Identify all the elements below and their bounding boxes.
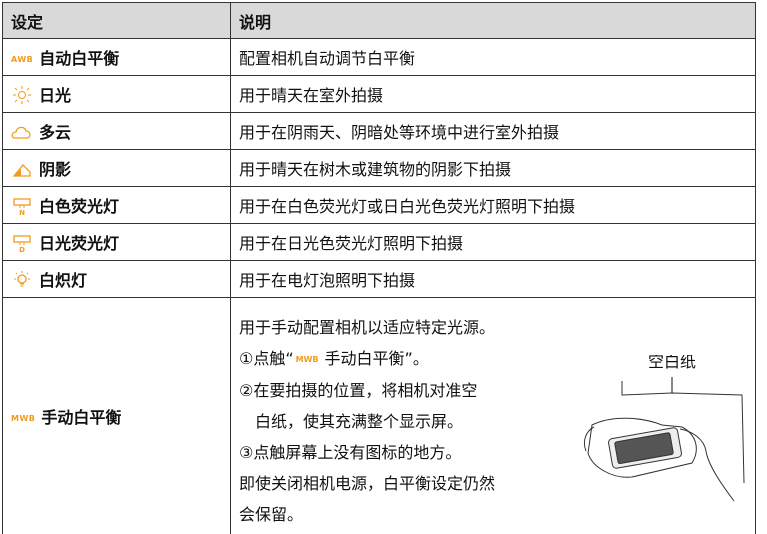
description: 用于手动配置相机以适应特定光源。 ①点触“ MWB 手动白平衡”。 ②在要拍摄的位置，将… [239, 312, 495, 530]
description-cell: 用于在日光色荧光灯照明下拍摄 [230, 223, 756, 261]
description-cell: 用于晴天在树木或建筑物的阴影下拍摄 [230, 149, 756, 187]
mode-icon: D [13, 235, 31, 252]
setting-name: 日光荧光灯 [39, 234, 120, 253]
mode-icon-label: AWB [11, 55, 34, 64]
row: N 白色荧光灯 用于在白色荧光灯或日白光色荧光灯照明下拍摄 [2, 186, 756, 224]
description-line: 即使关闭相机电源，白平衡设定仍然 [239, 468, 495, 499]
setting-name: 白色荧光灯 [39, 197, 120, 216]
setting-cell: 日光 [2, 75, 231, 113]
setting-name: 阴影 [39, 160, 72, 179]
header-cell: 说明 [230, 2, 756, 39]
row: AWB 自动白平衡 配置相机自动调节白平衡 [2, 38, 756, 76]
text-run: ①点触“ [239, 349, 294, 368]
text-run: ③点触屏幕上没有图标的地方。 [239, 443, 462, 462]
text-run: 会保留。 [239, 505, 304, 524]
illustration: 空白纸 [583, 355, 745, 502]
row: D 日光荧光灯 用于在日光色荧光灯照明下拍摄 [2, 223, 756, 261]
setting-name: 自动白平衡 [39, 49, 120, 68]
setting-cell: MWB 手动白平衡 [2, 297, 231, 534]
description-line: 会保留。 [239, 499, 495, 530]
illustration-label: 空白纸 [648, 355, 696, 371]
description-line: 用于手动配置相机以适应特定光源。 [239, 312, 495, 343]
description-cell: 配置相机自动调节白平衡 [230, 38, 756, 76]
description-line: ③点触屏幕上没有图标的地方。 [239, 437, 495, 468]
text-run: 用于手动配置相机以适应特定光源。 [239, 318, 496, 337]
mode-icon [11, 126, 31, 139]
inline-icon-label: MWB [295, 355, 319, 364]
text-run: 手动白平衡”。 [324, 349, 429, 368]
text-run: ②在要拍摄的位置，将相机对准空 [239, 381, 478, 400]
description-line: ①点触“ MWB 手动白平衡”。 [239, 343, 495, 375]
setting-cell: 阴影 [2, 149, 231, 187]
svg-text:N: N [19, 209, 25, 215]
white-balance-table: 设定 说明 AWB 自动白平衡 配置相机自动调节白平衡 日光 用于晴天在室外拍摄 多云 用于… [2, 2, 756, 534]
header-cell: 设定 [2, 2, 231, 39]
setting-cell: D 日光荧光灯 [2, 223, 231, 261]
setting-cell: AWB 自动白平衡 [2, 38, 231, 76]
mode-icon: N [13, 198, 31, 215]
setting-name: 日光 [39, 86, 72, 105]
mode-icon [12, 164, 31, 177]
setting-cell: N 白色荧光灯 [2, 186, 231, 224]
setting-name: 白炽灯 [39, 271, 88, 290]
description-line: 白纸，使其充满整个显示屏。 [239, 406, 495, 437]
description-cell: 用于晴天在室外拍摄 [230, 75, 756, 113]
text-run: 即使关闭相机电源，白平衡设定仍然 [239, 474, 496, 493]
description-cell: 用于在白色荧光灯或日白光色荧光灯照明下拍摄 [230, 186, 756, 224]
row: 日光 用于晴天在室外拍摄 [2, 75, 756, 113]
setting-cell: 多云 [2, 112, 231, 150]
svg-text:D: D [19, 246, 25, 252]
setting-name: 多云 [39, 123, 72, 142]
row: 白炽灯 用于在电灯泡照明下拍摄 [2, 260, 756, 298]
description-cell: 用于在电灯泡照明下拍摄 [230, 260, 756, 298]
mode-icon-label: MWB [11, 414, 36, 423]
setting-cell: 白炽灯 [2, 260, 231, 298]
row: 阴影 用于晴天在树木或建筑物的阴影下拍摄 [2, 149, 756, 187]
row: 多云 用于在阴雨天、阴暗处等环境中进行室外拍摄 [2, 112, 756, 150]
mode-icon [14, 271, 30, 287]
description-cell: 用于手动配置相机以适应特定光源。 ①点触“ MWB 手动白平衡”。 ②在要拍摄的位置，将… [230, 297, 756, 534]
text-run: 白纸，使其充满整个显示屏。 [239, 412, 464, 431]
description-cell: 用于在阴雨天、阴暗处等环境中进行室外拍摄 [230, 112, 756, 150]
mode-icon [13, 86, 31, 104]
row: MWB 手动白平衡 用于手动配置相机以适应特定光源。 ①点触“ MWB 手动白平衡”。 ②在… [2, 297, 756, 534]
description-line: ②在要拍摄的位置，将相机对准空 [239, 375, 495, 406]
setting-name: 手动白平衡 [41, 408, 122, 427]
header-row: 设定 说明 [2, 2, 756, 39]
